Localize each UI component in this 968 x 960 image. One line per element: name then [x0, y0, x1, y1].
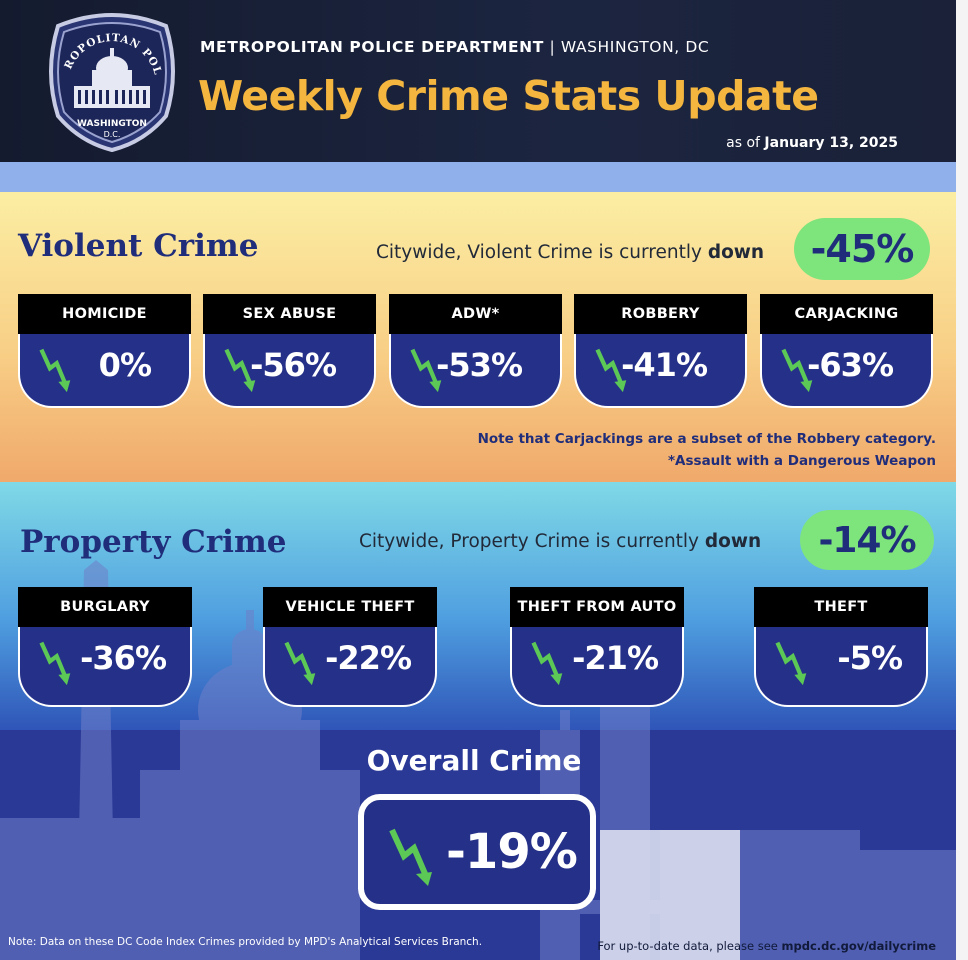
crime-card-label: THEFT: [754, 587, 928, 627]
crime-card-body: -56%: [203, 334, 376, 408]
violent-summary-text: Citywide, Violent Crime is currently: [376, 242, 702, 263]
org-separator: |: [549, 38, 556, 56]
overall-crime-box: -19%: [358, 794, 596, 910]
crime-card-value: -63%: [807, 346, 894, 384]
violent-note-carjacking: Note that Carjackings are a subset of th…: [477, 431, 936, 447]
police-badge-icon: METROPOLITAN POLICE WASHINGTON D.C.: [44, 12, 175, 152]
crime-card-body: -36%: [18, 627, 192, 707]
trend-down-icon: [39, 348, 71, 393]
crime-card-body: 0%: [18, 334, 191, 408]
trend-down-icon: [39, 641, 71, 686]
crime-card-value: -53%: [436, 346, 523, 384]
page-title: Weekly Crime Stats Update: [198, 72, 819, 120]
trend-down-icon: [775, 641, 807, 686]
crime-card-value: 0%: [98, 346, 152, 384]
crime-card-label: BURGLARY: [18, 587, 192, 627]
crime-card-value: -22%: [325, 639, 412, 677]
crime-card: THEFT -5%: [754, 587, 928, 707]
crime-card-body: -63%: [760, 334, 933, 408]
property-crime-summary: Citywide, Property Crime is currently do…: [359, 531, 761, 552]
crime-card-value: -5%: [837, 639, 903, 677]
property-change-pill: -14%: [800, 510, 934, 570]
crime-card-body: -53%: [389, 334, 562, 408]
org-location: WASHINGTON, DC: [560, 38, 710, 56]
crime-card-label: THEFT FROM AUTO: [510, 587, 684, 627]
crime-card-value: -36%: [80, 639, 167, 677]
crime-card: ROBBERY -41%: [574, 294, 747, 408]
crime-card-label: VEHICLE THEFT: [263, 587, 437, 627]
accent-bar: [0, 162, 956, 192]
trend-down-icon: [284, 641, 316, 686]
violent-crime-summary: Citywide, Violent Crime is currently dow…: [376, 242, 764, 263]
footer-data-note: Note: Data on these DC Code Index Crimes…: [8, 936, 483, 948]
as-of-date: as of January 13, 2025: [726, 135, 898, 151]
crime-card-label: SEX ABUSE: [203, 294, 376, 334]
trend-down-icon: [410, 348, 442, 393]
crime-card-value: -41%: [621, 346, 708, 384]
crime-card: CARJACKING -63%: [760, 294, 933, 408]
crime-card-body: -5%: [754, 627, 928, 707]
org-name: METROPOLITAN POLICE DEPARTMENT: [200, 38, 544, 56]
as-of-prefix: as of: [726, 135, 760, 151]
as-of-value: January 13, 2025: [764, 135, 898, 151]
violent-crime-title: Violent Crime: [18, 228, 259, 264]
property-summary-text: Citywide, Property Crime is currently: [359, 531, 700, 552]
crime-card: VEHICLE THEFT -22%: [263, 587, 437, 707]
violent-change-pill: -45%: [794, 218, 930, 280]
violent-note-adw: *Assault with a Dangerous Weapon: [667, 453, 936, 469]
crime-card: BURGLARY -36%: [18, 587, 192, 707]
org-line: METROPOLITAN POLICE DEPARTMENT | WASHING…: [200, 38, 709, 56]
badge-city: WASHINGTON: [77, 119, 147, 129]
footer-link[interactable]: mpdc.dc.gov/dailycrime: [781, 939, 936, 953]
crime-card: ADW* -53%: [389, 294, 562, 408]
trend-down-icon: [781, 348, 813, 393]
crime-card: SEX ABUSE -56%: [203, 294, 376, 408]
overall-crime-title: Overall Crime: [366, 744, 582, 777]
crime-card-body: -41%: [574, 334, 747, 408]
trend-down-icon: [531, 641, 563, 686]
crime-card-label: CARJACKING: [760, 294, 933, 334]
trend-down-icon: [595, 348, 627, 393]
crime-card: HOMICIDE 0%: [18, 294, 191, 408]
badge-state: D.C.: [104, 130, 121, 139]
crime-card: THEFT FROM AUTO -21%: [510, 587, 684, 707]
footer-link-line: For up-to-date data, please see mpdc.dc.…: [597, 939, 936, 953]
footer-link-prefix: For up-to-date data, please see: [597, 939, 778, 953]
trend-down-icon: [389, 828, 432, 886]
overall-crime-value: -19%: [446, 824, 578, 880]
header-band: METROPOLITAN POLICE WASHINGTON D.C. METR…: [0, 0, 956, 162]
crime-card-label: ADW*: [389, 294, 562, 334]
crime-card-body: -21%: [510, 627, 684, 707]
property-crime-title: Property Crime: [20, 524, 287, 560]
crime-card-label: HOMICIDE: [18, 294, 191, 334]
crime-card-body: -22%: [263, 627, 437, 707]
crime-card-value: -21%: [572, 639, 659, 677]
crime-card-label: ROBBERY: [574, 294, 747, 334]
violent-summary-emphasis: down: [707, 242, 765, 263]
trend-down-icon: [224, 348, 256, 393]
right-edge-strip: [956, 0, 968, 960]
crime-card-value: -56%: [250, 346, 337, 384]
property-summary-emphasis: down: [704, 531, 762, 552]
